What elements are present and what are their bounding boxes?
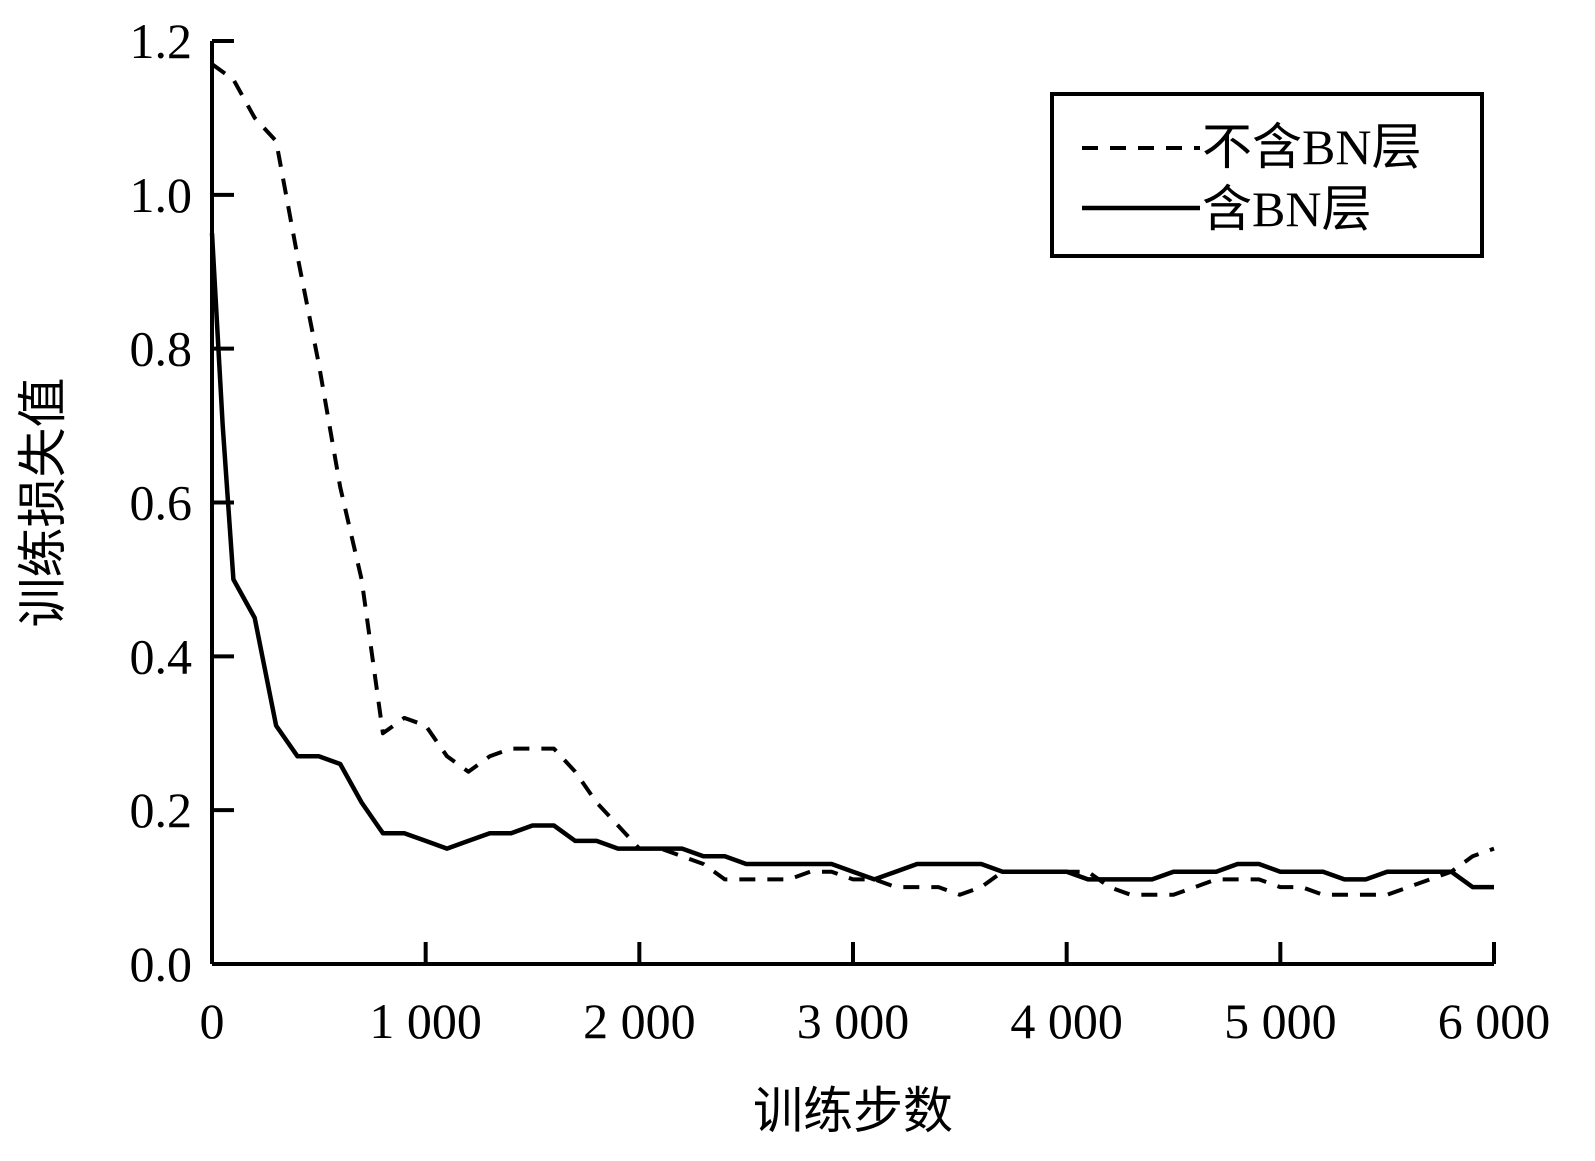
y-tick-label: 1.2 xyxy=(130,13,193,69)
x-axis-title: 训练步数 xyxy=(753,1082,953,1140)
x-tick-label: 4 000 xyxy=(1010,993,1123,1049)
y-tick-label: 0.0 xyxy=(130,936,193,992)
legend-box xyxy=(1050,92,1484,258)
y-tick-label: 1.0 xyxy=(130,167,193,223)
series-layer xyxy=(209,62,1495,897)
y-tick-label: 0.4 xyxy=(130,628,193,684)
legend-label-with-bn: 含BN层 xyxy=(1202,181,1371,237)
series-line-without-bn xyxy=(210,62,1495,897)
y-tick-label: 0.2 xyxy=(130,782,193,838)
x-tick-label: 0 xyxy=(200,993,225,1049)
y-tick-label: 0.8 xyxy=(130,321,193,377)
x-tick-label: 3 000 xyxy=(797,993,910,1049)
series-line-with-bn xyxy=(209,233,1494,890)
x-tick-label: 5 000 xyxy=(1224,993,1337,1049)
x-axis-ticks: 0 1 000 2 000 3 000 4 000 5 000 6 000 xyxy=(200,942,1551,1049)
x-tick-label: 2 000 xyxy=(583,993,696,1049)
x-tick-label: 1 000 xyxy=(369,993,482,1049)
x-tick-label: 6 000 xyxy=(1438,993,1551,1049)
y-axis-title: 训练损失值 xyxy=(14,378,72,628)
legend: 不含BN层 含BN层 xyxy=(1050,92,1484,258)
legend-label-without-bn: 不含BN层 xyxy=(1202,119,1421,175)
y-axis-ticks: 0.0 0.2 0.4 0.6 0.8 1.0 1.2 xyxy=(130,13,234,992)
y-tick-label: 0.6 xyxy=(130,475,193,531)
